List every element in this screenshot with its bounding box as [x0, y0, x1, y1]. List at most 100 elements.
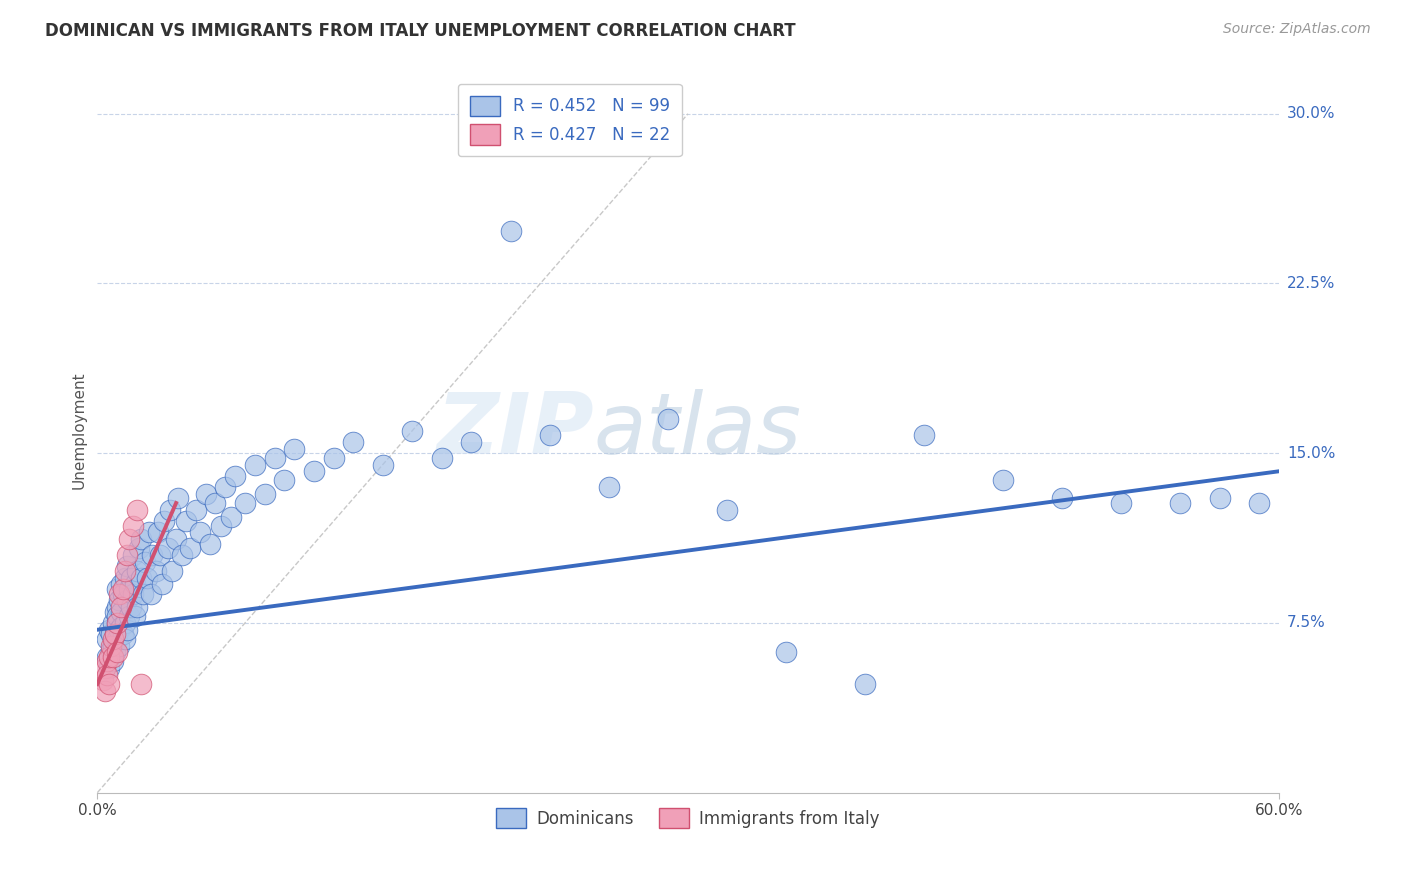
Point [129, 677, 152, 691]
Text: 7.5%: 7.5% [1286, 615, 1326, 631]
Text: atlas: atlas [593, 389, 801, 472]
Point [131, 586, 153, 600]
Point [108, 593, 131, 607]
Point [98, 623, 121, 637]
Point [135, 571, 157, 585]
Point [101, 649, 124, 664]
Point [114, 615, 136, 630]
Point [198, 537, 221, 551]
Point [120, 571, 142, 585]
Point [94, 683, 117, 698]
Point [121, 548, 143, 562]
Point [170, 548, 193, 562]
Point [273, 474, 295, 488]
Point [105, 615, 128, 630]
Point [1168, 496, 1191, 510]
Point [302, 464, 325, 478]
Point [91, 673, 114, 687]
Point [120, 600, 142, 615]
Point [283, 442, 305, 456]
Point [598, 480, 620, 494]
Point [499, 224, 522, 238]
Point [114, 571, 136, 585]
Point [538, 428, 561, 442]
Point [101, 654, 124, 668]
Point [110, 600, 132, 615]
Point [219, 509, 242, 524]
Point [105, 582, 128, 596]
Point [110, 620, 132, 634]
Point [194, 487, 217, 501]
Point [149, 548, 172, 562]
Point [96, 654, 118, 668]
Point [111, 582, 134, 596]
Point [1208, 491, 1230, 506]
Point [991, 474, 1014, 488]
Point [115, 548, 138, 562]
Point [775, 645, 797, 659]
Point [165, 532, 187, 546]
Point [134, 555, 156, 569]
Point [853, 677, 876, 691]
Point [243, 458, 266, 472]
Point [105, 632, 128, 646]
Point [657, 412, 679, 426]
Point [118, 609, 141, 624]
Point [167, 491, 190, 506]
Point [145, 564, 167, 578]
Legend: Dominicans, Immigrants from Italy: Dominicans, Immigrants from Italy [489, 801, 886, 835]
Point [118, 532, 141, 546]
Point [125, 564, 148, 578]
Text: 15.0%: 15.0% [1286, 446, 1336, 460]
Point [105, 600, 128, 615]
Point [105, 645, 128, 659]
Text: Source: ZipAtlas.com: Source: ZipAtlas.com [1223, 22, 1371, 37]
Point [110, 605, 132, 619]
Point [101, 615, 124, 630]
Point [263, 450, 285, 465]
Point [209, 518, 232, 533]
Point [96, 632, 118, 646]
Point [322, 450, 344, 465]
Point [124, 577, 146, 591]
Point [100, 643, 122, 657]
Point [141, 548, 163, 562]
Point [115, 623, 138, 637]
Text: 22.5%: 22.5% [1286, 276, 1336, 291]
Point [121, 586, 143, 600]
Point [98, 661, 121, 675]
Point [184, 503, 207, 517]
Point [129, 571, 152, 585]
Point [1109, 496, 1132, 510]
Point [101, 639, 124, 653]
Point [160, 564, 183, 578]
Point [114, 632, 136, 646]
Point [179, 541, 201, 556]
Point [108, 639, 131, 653]
Point [153, 514, 176, 528]
Point [100, 639, 122, 653]
Point [460, 434, 482, 449]
Point [105, 615, 128, 630]
Point [114, 564, 136, 578]
Point [430, 450, 453, 465]
Point [98, 677, 121, 691]
Text: 30.0%: 30.0% [1286, 106, 1336, 121]
Point [100, 627, 122, 641]
Point [104, 605, 127, 619]
Point [94, 661, 117, 675]
Point [214, 480, 236, 494]
Point [1050, 491, 1073, 506]
Point [125, 600, 148, 615]
Point [96, 649, 118, 664]
Point [111, 586, 134, 600]
Point [1247, 496, 1270, 510]
Text: ZIP: ZIP [436, 389, 593, 472]
Point [150, 577, 173, 591]
Point [342, 434, 364, 449]
Point [110, 577, 132, 591]
Point [188, 525, 211, 540]
Point [253, 487, 276, 501]
Point [108, 623, 131, 637]
Point [104, 627, 127, 641]
